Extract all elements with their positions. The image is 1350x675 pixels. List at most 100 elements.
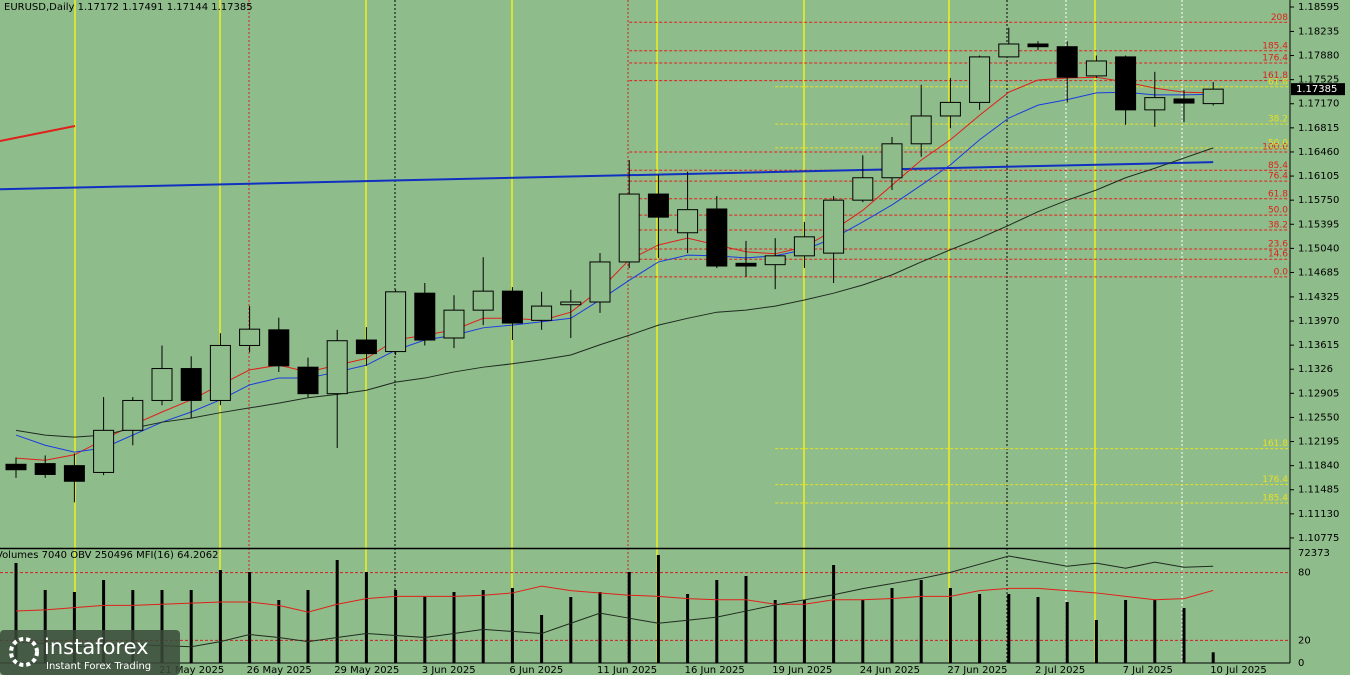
obv-line — [15, 555, 1214, 648]
drawn-line — [0, 125, 76, 142]
candle-body — [910, 115, 932, 145]
moving-average — [15, 91, 1214, 453]
watermark: instaforex Instant Forex Trading — [0, 630, 180, 675]
candle-body — [63, 465, 85, 482]
price-marker — [1291, 83, 1345, 96]
fib-label: 85.4 — [1268, 161, 1288, 171]
fib-label: 23.6 — [1268, 240, 1288, 250]
fib-label: 176.4 — [1262, 54, 1288, 64]
candle-body — [1144, 97, 1166, 111]
x-tick-label: 26 May 2025 — [247, 665, 312, 675]
y-tick-label: 1.17525 — [1298, 75, 1339, 86]
logo-icon — [9, 637, 39, 667]
candle-body — [34, 463, 56, 475]
mfi-tick-label: 80 — [1298, 568, 1311, 579]
y-tick-label: 1.18235 — [1298, 26, 1339, 37]
fib-label: 50.0 — [1268, 138, 1288, 148]
y-tick-label: 1.11485 — [1298, 485, 1339, 496]
panel-header: Volumes 7040 OBV 250496 MFI(16) 64.2062 — [0, 550, 218, 561]
candle-body — [443, 309, 465, 339]
candle-body — [151, 368, 173, 401]
candle-body — [998, 43, 1020, 58]
candle-body — [239, 328, 261, 346]
candle-body — [531, 305, 553, 321]
x-tick-label: 3 Jun 2025 — [422, 665, 476, 675]
obv-label: OBV — [70, 550, 91, 561]
header-close: 1.17385 — [211, 2, 252, 13]
y-tick-label: 1.13615 — [1298, 340, 1339, 351]
fib-label: 176.4 — [1262, 475, 1288, 485]
candle-body — [793, 236, 815, 257]
obv-value: 250496 — [95, 550, 133, 561]
candle-body — [209, 344, 231, 401]
candle-body — [122, 399, 144, 431]
fib-label: 14.6 — [1268, 250, 1288, 260]
fib-label: 38.2 — [1268, 221, 1288, 231]
candle-body — [618, 193, 640, 263]
mfi-label: MFI(16) — [136, 550, 174, 561]
logo-brand: instaforex — [44, 635, 149, 659]
y-tick-label: 1.17170 — [1298, 99, 1339, 110]
mfi-value: 64.2062 — [177, 550, 218, 561]
fib-label: 185.4 — [1262, 41, 1288, 51]
x-tick-label: 24 Jun 2025 — [860, 665, 920, 675]
candle-body — [501, 290, 523, 324]
candle-body — [1085, 60, 1107, 77]
candle-body — [268, 329, 290, 367]
y-tick-label: 1.13970 — [1298, 316, 1339, 327]
candle-body — [297, 366, 319, 395]
mfi-line — [15, 585, 1214, 613]
x-tick-label: 27 Jun 2025 — [947, 665, 1007, 675]
header-high: 1.17491 — [122, 2, 163, 13]
fib-label: 161.8 — [1262, 71, 1288, 81]
header-low: 1.17144 — [167, 2, 208, 13]
trendline — [0, 161, 1214, 191]
fib-label: 61.8 — [1268, 77, 1288, 87]
y-tick-label: 1.15040 — [1298, 243, 1339, 254]
y-tick-label: 1.14325 — [1298, 292, 1339, 303]
price-marker-label: 1.17385 — [1296, 84, 1337, 95]
y-tick-label: 1.11840 — [1298, 461, 1339, 472]
candle-body — [1115, 56, 1137, 111]
x-tick-label: 10 Jul 2025 — [1210, 665, 1267, 675]
mfi-tick-label: 20 — [1298, 635, 1311, 646]
candle-body — [939, 101, 961, 117]
candle-body — [677, 209, 699, 234]
x-tick-label: 11 Jun 2025 — [597, 665, 657, 675]
logo-box — [0, 630, 180, 675]
candle-body — [93, 429, 115, 473]
y-tick-label: 1.14685 — [1298, 267, 1339, 278]
candle-body — [472, 290, 494, 311]
volume-tick-label: 72373 — [1298, 548, 1330, 559]
candle-body — [647, 193, 669, 218]
y-tick-label: 1.10775 — [1298, 533, 1339, 544]
y-tick-label: 1.17880 — [1298, 51, 1339, 62]
chart-header: EURUSD,Daily 1.17172 1.17491 1.17144 1.1… — [4, 2, 253, 13]
y-tick-label: 1.12905 — [1298, 388, 1339, 399]
y-tick-label: 1.16815 — [1298, 123, 1339, 134]
candle-body — [1027, 43, 1049, 48]
x-tick-label: 7 Jul 2025 — [1123, 665, 1173, 675]
candle-body — [326, 340, 348, 395]
candle-body — [414, 292, 436, 341]
candle-body — [1202, 88, 1224, 105]
fib-label: 208 — [1271, 13, 1288, 23]
y-tick-label: 1.1326 — [1298, 364, 1333, 375]
y-tick-label: 1.16460 — [1298, 147, 1339, 158]
symbol: EURUSD,Daily — [4, 2, 75, 13]
candle-body — [823, 199, 845, 254]
candle-body — [735, 262, 757, 267]
y-tick-label: 1.12550 — [1298, 412, 1339, 423]
x-tick-label: 2 Jul 2025 — [1035, 665, 1085, 675]
x-tick-label: 21 May 2025 — [159, 665, 224, 675]
x-tick-label: 16 Jun 2025 — [685, 665, 745, 675]
candle-body — [385, 291, 407, 353]
y-tick-label: 1.15750 — [1298, 195, 1339, 206]
candle-body — [180, 368, 202, 401]
candle-body — [355, 339, 377, 355]
candle-body — [706, 208, 728, 267]
candle-body — [560, 301, 582, 306]
header-open: 1.17172 — [78, 2, 119, 13]
